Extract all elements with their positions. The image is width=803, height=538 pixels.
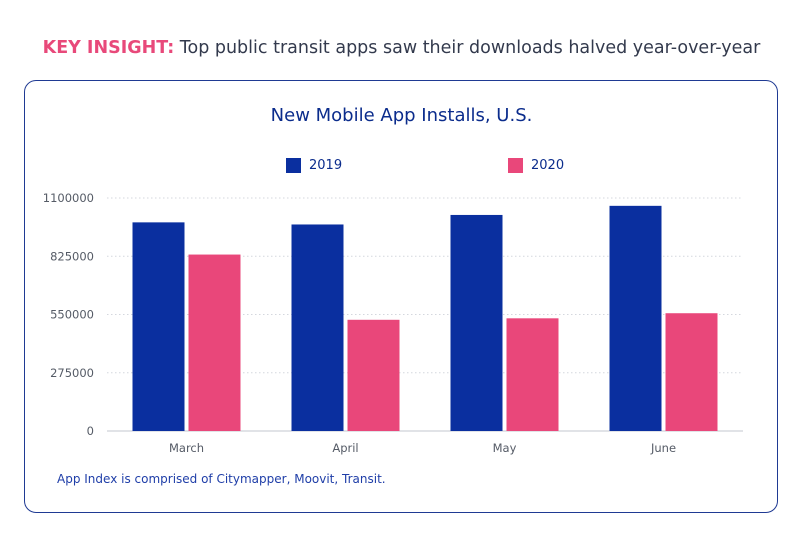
chart-title: New Mobile App Installs, U.S.	[270, 105, 533, 126]
bar-2019-march	[132, 222, 185, 431]
x-tick-label: May	[493, 441, 517, 455]
legend-swatch-2020	[508, 158, 523, 173]
x-tick-label: April	[332, 441, 358, 455]
footnote: App Index is comprised of Citymapper, Mo…	[57, 472, 386, 486]
key-insight-headline: KEY INSIGHT: Top public transit apps saw…	[0, 38, 803, 58]
x-tick-label: March	[169, 441, 204, 455]
key-insight-label: KEY INSIGHT:	[42, 38, 175, 58]
y-tick-label: 1100000	[43, 191, 94, 205]
y-tick-label: 825000	[50, 249, 94, 263]
legend-swatch-2019	[286, 158, 301, 173]
legend-item-2020: 2020	[508, 158, 564, 173]
key-insight-text: Top public transit apps saw their downlo…	[174, 38, 761, 58]
y-tick-label: 275000	[50, 366, 94, 380]
bar-2019-april	[291, 224, 344, 431]
legend-item-2019: 2019	[286, 158, 342, 173]
bar-2020-april	[347, 319, 400, 431]
chart-card	[24, 80, 778, 513]
y-tick-label: 550000	[50, 308, 94, 322]
legend-label-2020: 2020	[531, 158, 565, 173]
legend-label-2019: 2019	[309, 158, 343, 173]
bar-2019-may	[450, 214, 503, 431]
x-tick-label: June	[650, 441, 676, 455]
bar-2020-may	[506, 318, 559, 431]
y-tick-label: 0	[87, 424, 94, 438]
bar-2020-june	[665, 313, 718, 431]
bar-2019-june	[609, 205, 662, 431]
bar-2020-march	[188, 254, 241, 431]
